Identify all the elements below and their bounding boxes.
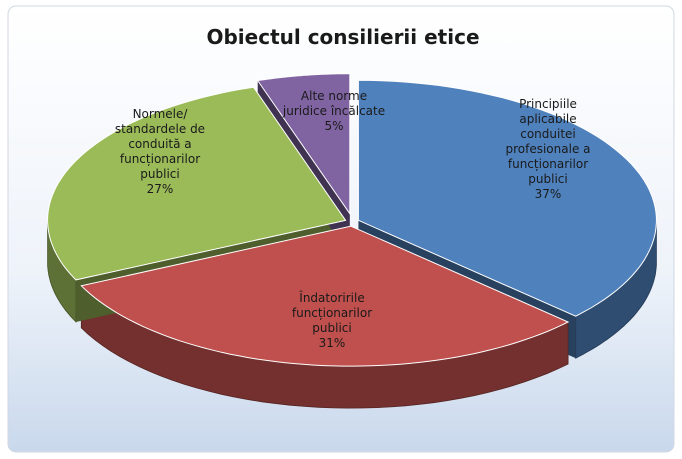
value-label: 37% xyxy=(535,187,562,201)
value-label: 31% xyxy=(319,336,346,350)
slice xyxy=(357,79,657,317)
slice-label: Normele/standardele de conduită a funcțion… xyxy=(115,107,205,181)
slice xyxy=(256,73,351,216)
value-label: 5% xyxy=(324,119,343,133)
slice-label: Alte norme juridice încălcate xyxy=(282,89,385,118)
slice xyxy=(47,86,347,281)
slice-label: Îndatoririle funcționarilor publici xyxy=(292,290,372,335)
labels: Principiile aplicabile conduitei profesiona… xyxy=(115,89,591,350)
slice-label: Principiile aplicabile conduitei profesiona… xyxy=(505,97,590,186)
value-label: 27% xyxy=(147,182,174,196)
slice-tops xyxy=(47,73,657,367)
chart-title: Obiectul consilierii etice xyxy=(206,25,479,49)
slice xyxy=(80,225,570,367)
